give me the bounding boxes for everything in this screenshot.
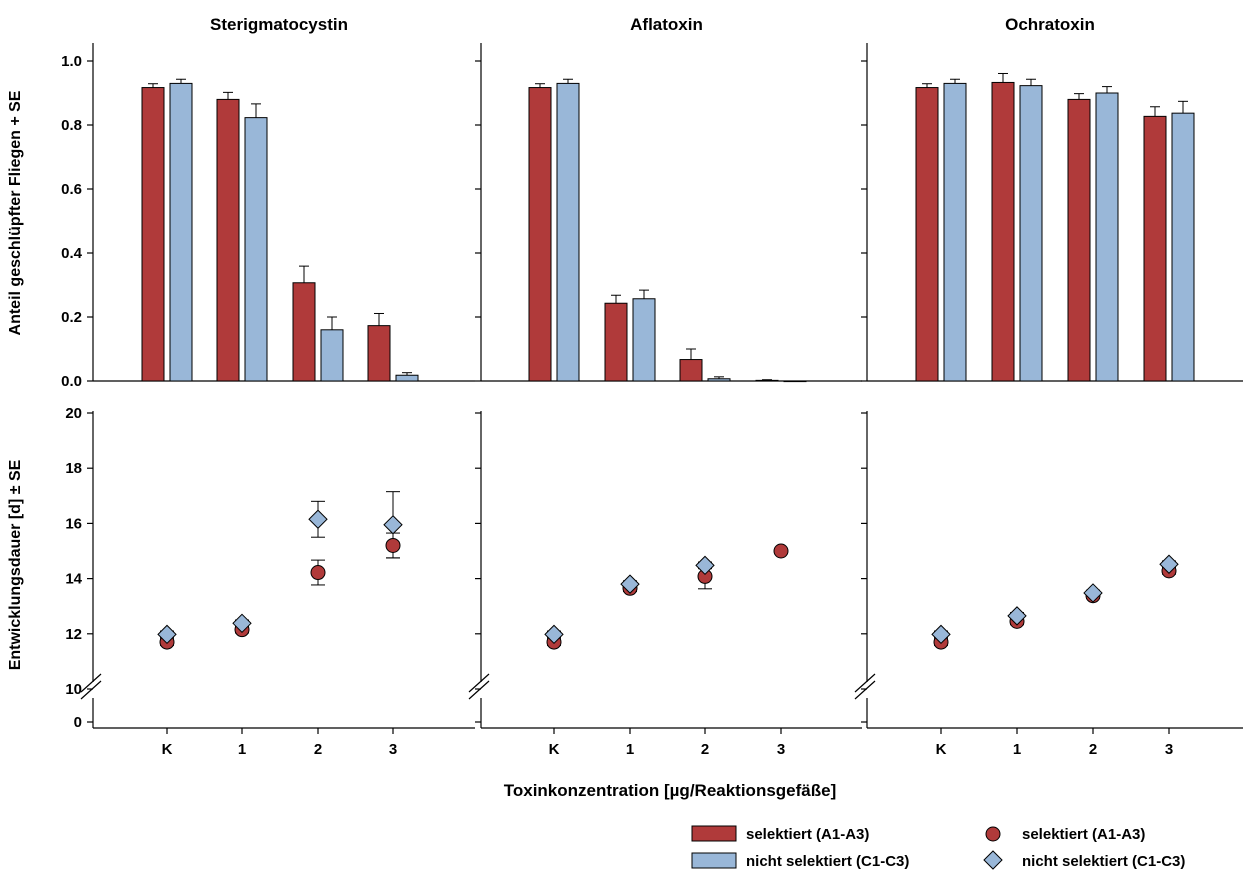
- legend-label-bar-selected: selektiert (A1-A3): [746, 826, 869, 843]
- bar: [1171, 112, 1195, 382]
- x-tick-label: K: [936, 741, 947, 758]
- x-tick-label: 3: [1165, 741, 1173, 758]
- y-tick-label: 0.2: [61, 309, 82, 326]
- y-tick-label: 14: [65, 571, 82, 588]
- bar: [604, 302, 628, 382]
- y-axis-label-top: Anteil geschlüpfter Fliegen + SE: [7, 90, 24, 335]
- bar-panel-1: Sterigmatocystin 0.0 0.2 0.4 0.6 0.8 1.0: [61, 15, 475, 390]
- legend: selektiert (A1-A3) nicht selektiert (C1-…: [691, 825, 1185, 870]
- axis-break-mark: [854, 680, 876, 700]
- bar-panel-2: Aflatoxin: [475, 15, 862, 383]
- scatter-panel-2: K 1 2 3: [468, 411, 862, 758]
- bar: [915, 87, 939, 382]
- bar: [1019, 85, 1043, 382]
- bar: [169, 82, 193, 382]
- axis-break-mark: [854, 673, 876, 693]
- bar: [991, 81, 1015, 382]
- panel-title: Ochratoxin: [1005, 15, 1095, 34]
- y-axis-label-bottom: Entwicklungsdauer [d] ± SE: [7, 459, 24, 670]
- x-tick-label: 2: [701, 741, 709, 758]
- bar: [556, 82, 580, 382]
- y-tick-label: 20: [65, 405, 82, 422]
- axis-break-mark: [80, 673, 102, 693]
- bar-panel-3: Ochratoxin: [861, 15, 1243, 382]
- y-tick-label: 0.8: [61, 117, 82, 134]
- legend-swatch-bar-selected: [691, 825, 737, 842]
- bar: [320, 329, 344, 382]
- data-point-unselected: [620, 574, 640, 594]
- y-tick-label: 1.0: [61, 53, 82, 70]
- bar: [216, 98, 240, 382]
- bar: [707, 378, 731, 382]
- axis-break-mark: [468, 673, 490, 693]
- data-point-unselected: [157, 624, 177, 645]
- x-tick-label: K: [549, 741, 560, 758]
- bar: [1095, 92, 1119, 382]
- x-tick-label: 2: [314, 741, 322, 758]
- y-tick-label: 12: [65, 626, 82, 643]
- charts-layer: Sterigmatocystin 0.0 0.2 0.4 0.6 0.8 1.0 Aflato…: [61, 15, 1243, 758]
- bar: [292, 282, 316, 382]
- y-tick-label: 18: [65, 460, 82, 477]
- legend-marker-point-unselected: [983, 850, 1003, 870]
- x-tick-label: 2: [1089, 741, 1097, 758]
- legend-marker-point-selected: [985, 826, 1001, 842]
- x-tick-label: K: [162, 741, 173, 758]
- scatter-panel-3: K 1 2 3: [854, 411, 1243, 758]
- legend-label-point-unselected: nicht selektiert (C1-C3): [1022, 853, 1185, 870]
- data-point-unselected: [931, 624, 951, 645]
- y-tick-label: 0: [74, 714, 82, 731]
- bar: [244, 117, 268, 382]
- legend-label-bar-unselected: nicht selektiert (C1-C3): [746, 853, 909, 870]
- data-point-unselected: [1159, 554, 1179, 574]
- bar: [395, 374, 419, 382]
- y-tick-label: 10: [65, 681, 82, 698]
- y-tick-label: 0.4: [61, 245, 83, 262]
- y-tick-label: 0.6: [61, 181, 82, 198]
- bar: [783, 380, 807, 383]
- bar: [367, 325, 391, 382]
- axis-break-mark: [80, 680, 102, 700]
- panel-title: Aflatoxin: [630, 15, 703, 34]
- data-point-selected: [310, 565, 326, 581]
- y-tick-label: 0.0: [61, 373, 82, 390]
- x-tick-label: 1: [1013, 741, 1021, 758]
- x-tick-label: 3: [389, 741, 397, 758]
- data-point-selected: [385, 537, 401, 553]
- data-point-unselected: [383, 515, 403, 535]
- bar: [528, 87, 552, 382]
- data-point-unselected: [1007, 606, 1027, 626]
- y-tick-label: 16: [65, 515, 82, 532]
- panel-title: Sterigmatocystin: [210, 15, 348, 34]
- x-tick-label: 1: [238, 741, 246, 758]
- x-axis-label: Toxinkonzentration [µg/Reaktionsgefäße]: [504, 781, 837, 800]
- legend-swatch-bar-unselected: [691, 852, 737, 869]
- axis-break-mark: [468, 680, 490, 700]
- data-point-unselected: [232, 613, 252, 634]
- data-point-unselected: [308, 509, 328, 529]
- bar: [755, 379, 779, 382]
- x-tick-label: 1: [626, 741, 634, 758]
- data-point-unselected: [695, 555, 715, 576]
- bar: [679, 359, 703, 382]
- data-point-selected: [773, 543, 789, 559]
- data-point-unselected: [544, 624, 564, 645]
- bar: [1143, 115, 1167, 382]
- x-tick-label: 3: [777, 741, 785, 758]
- bar: [943, 82, 967, 382]
- bar: [1067, 98, 1091, 382]
- legend-label-point-selected: selektiert (A1-A3): [1022, 826, 1145, 843]
- data-point-unselected: [1083, 583, 1103, 603]
- bar: [141, 87, 165, 382]
- bar: [632, 298, 656, 382]
